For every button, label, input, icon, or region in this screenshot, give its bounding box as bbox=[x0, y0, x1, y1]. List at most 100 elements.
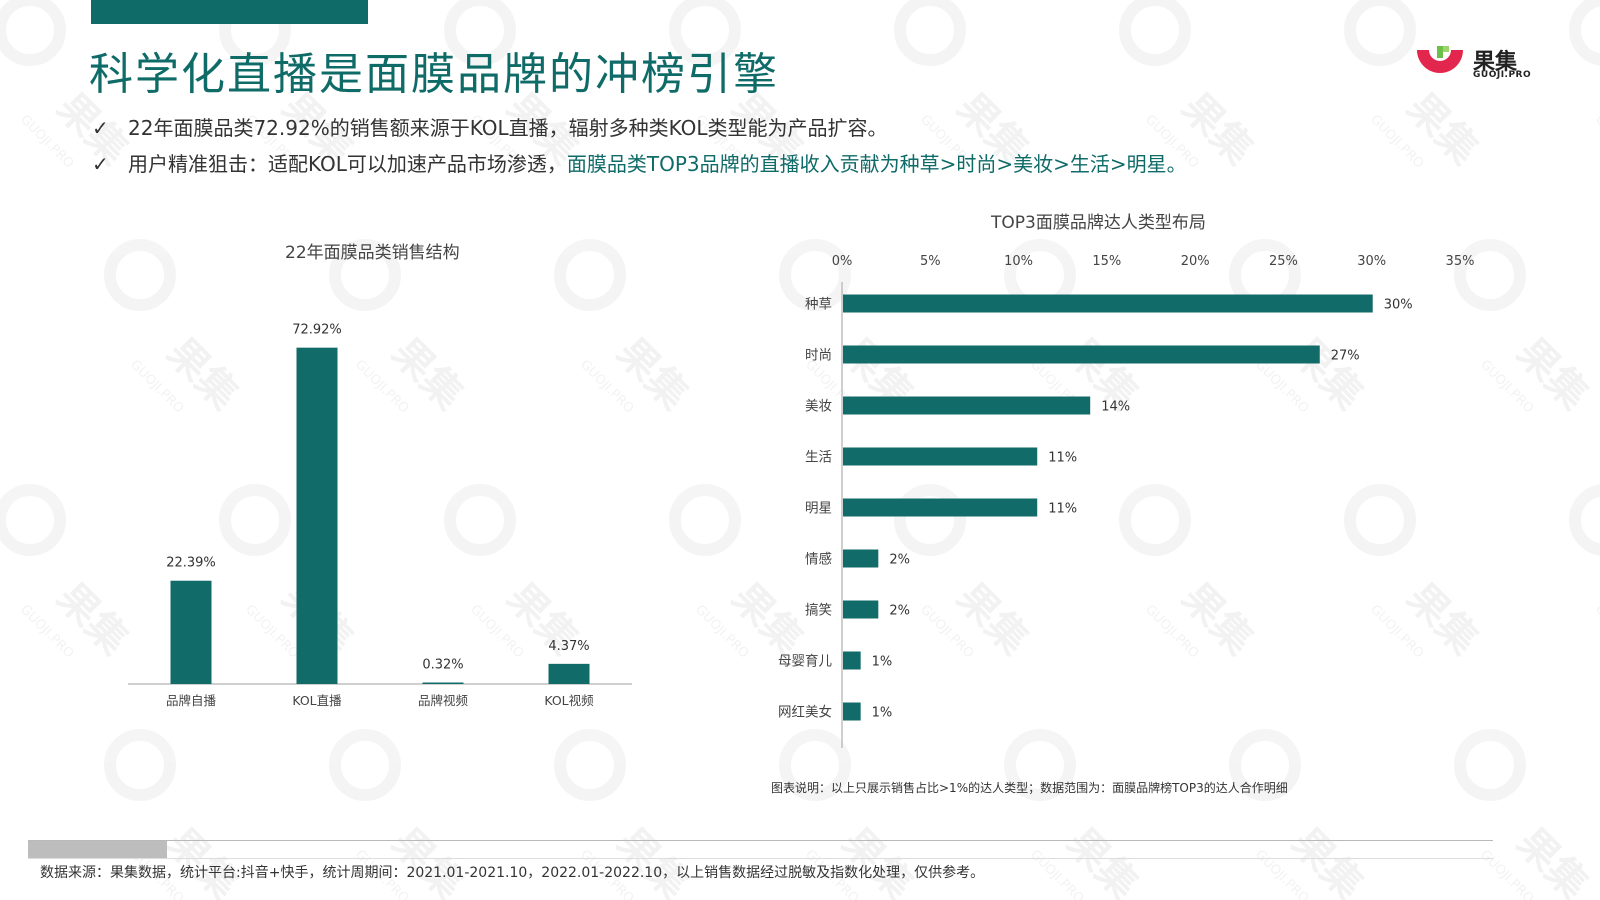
x-tick-label: 5% bbox=[920, 254, 941, 269]
x-tick-label: 25% bbox=[1269, 254, 1298, 269]
check-icon: ✓ bbox=[92, 152, 109, 176]
watermark-icon bbox=[1569, 0, 1600, 66]
watermark-sub: GUOJI.PRO bbox=[1252, 847, 1311, 900]
category-label: KOL直播 bbox=[292, 693, 342, 708]
category-label: 时尚 bbox=[805, 348, 832, 364]
category-label: 明星 bbox=[805, 501, 832, 517]
watermark-sub: GUOJI.PRO bbox=[17, 602, 76, 661]
footer-divider bbox=[28, 840, 1493, 841]
watermark-icon bbox=[894, 0, 966, 66]
footer-divider-lower bbox=[28, 858, 1493, 859]
category-label: KOL视频 bbox=[544, 693, 594, 708]
logo-brand-text: 果集 bbox=[1473, 50, 1518, 75]
watermark-text: 果集 bbox=[1283, 820, 1372, 900]
key-points: ✓ 22年面膜品类72.92%的销售额来源于KOL直播，辐射多种类KOL类型能为产… bbox=[92, 110, 1187, 182]
footer-accent-block bbox=[28, 841, 167, 858]
bullet-2: ✓ 用户精准狙击：适配KOL可以加速产品市场渗透，面膜品类TOP3品牌的直播收入贡… bbox=[92, 146, 1187, 182]
category-label: 美妆 bbox=[805, 399, 832, 415]
data-label: 4.37% bbox=[548, 639, 589, 654]
data-label: 11% bbox=[1048, 451, 1077, 466]
check-icon: ✓ bbox=[92, 116, 109, 140]
bullet-1-text: 22年面膜品类72.92%的销售额来源于KOL直播，辐射多种类KOL类型能为产品… bbox=[128, 116, 888, 140]
bar bbox=[170, 580, 212, 684]
category-label: 品牌自播 bbox=[166, 693, 217, 708]
data-label: 30% bbox=[1384, 298, 1413, 313]
data-label: 14% bbox=[1101, 400, 1130, 415]
watermark-icon bbox=[0, 484, 66, 556]
category-label: 情感 bbox=[805, 551, 832, 568]
bar bbox=[843, 600, 879, 619]
x-tick-label: 35% bbox=[1446, 254, 1475, 269]
x-tick-label: 20% bbox=[1181, 254, 1210, 269]
watermark-sub: GUOJI.PRO bbox=[1592, 112, 1600, 171]
data-label: 2% bbox=[889, 553, 910, 568]
bullet-1: ✓ 22年面膜品类72.92%的销售额来源于KOL直播，辐射多种类KOL类型能为产… bbox=[92, 110, 1187, 146]
bullet-2-text: 用户精准狙击：适配KOL可以加速产品市场渗透， bbox=[128, 152, 567, 176]
page-title: 科学化直播是面膜品牌的冲榜引擎 bbox=[89, 49, 779, 100]
x-tick-label: 0% bbox=[832, 254, 853, 269]
brand-logo: 果集 GUOJI.PRO bbox=[1413, 44, 1543, 88]
data-label: 1% bbox=[872, 655, 893, 670]
watermark-icon bbox=[0, 0, 66, 66]
watermark-text: 果集 bbox=[383, 820, 472, 900]
watermark-icon bbox=[1344, 0, 1416, 66]
watermark-icon bbox=[104, 729, 176, 801]
watermark-text: 果集 bbox=[1398, 85, 1487, 174]
bar bbox=[843, 294, 1373, 313]
watermark-text: 果集 bbox=[608, 820, 697, 900]
category-label: 生活 bbox=[805, 450, 832, 466]
bar bbox=[422, 682, 464, 684]
category-label: 搞笑 bbox=[805, 603, 832, 619]
x-tick-label: 10% bbox=[1004, 254, 1033, 269]
category-label: 种草 bbox=[805, 297, 832, 313]
watermark-sub: GUOJI.PRO bbox=[1477, 847, 1536, 900]
data-label: 1% bbox=[872, 706, 893, 721]
bar bbox=[843, 702, 861, 721]
watermark-text: 果集 bbox=[1508, 820, 1597, 900]
bar bbox=[843, 651, 861, 670]
kol-type-chart: 0% 5% 10% 15% 20% 25% 30% 35% 30% 种草 27% 时尚 14% 美妆 11%… bbox=[778, 254, 1475, 748]
logo-icon bbox=[1417, 46, 1463, 73]
watermark-text: 果集 bbox=[158, 820, 247, 900]
watermark-sub: GUOJI.PRO bbox=[1027, 847, 1086, 900]
watermark-sub: GUOJI.PRO bbox=[1592, 602, 1600, 661]
bar bbox=[843, 549, 879, 568]
watermark-icon bbox=[554, 729, 626, 801]
data-label: 2% bbox=[889, 604, 910, 619]
data-label: 27% bbox=[1331, 349, 1360, 364]
sales-structure-chart: 22.39% 品牌自播 72.92% KOL直播 0.32% 品牌视频 4.37% KOL视频 bbox=[128, 323, 632, 708]
watermark-sub: GUOJI.PRO bbox=[692, 602, 751, 661]
data-label: 0.32% bbox=[422, 658, 463, 673]
chart-note: 图表说明：以上只展示销售占比>1%的达人类型；数据范围为：面膜品牌榜TOP3的达… bbox=[771, 781, 1288, 795]
watermark-sub: GUOJI.PRO bbox=[1367, 112, 1426, 171]
data-label: 72.92% bbox=[292, 323, 342, 338]
top-accent-bar bbox=[91, 0, 368, 24]
watermark-text: 果集 bbox=[1058, 820, 1147, 900]
bar bbox=[296, 347, 338, 684]
category-label: 母婴育儿 bbox=[778, 654, 832, 670]
data-label: 11% bbox=[1048, 502, 1077, 517]
watermark-icon bbox=[669, 484, 741, 556]
data-source-note: 数据来源：果集数据，统计平台:抖音+快手，统计周期间：2021.01-2021.… bbox=[40, 865, 985, 881]
sales-structure-chart-title: 22年面膜品类销售结构 bbox=[285, 243, 460, 263]
watermark-sub: GUOJI.PRO bbox=[1477, 357, 1536, 416]
bar bbox=[548, 663, 590, 684]
bar bbox=[843, 498, 1038, 517]
watermark-sub: GUOJI.PRO bbox=[17, 112, 76, 171]
bar bbox=[843, 396, 1091, 415]
category-label: 网红美女 bbox=[778, 704, 832, 721]
watermark-icon bbox=[1119, 0, 1191, 66]
category-label: 品牌视频 bbox=[418, 693, 469, 708]
data-label: 22.39% bbox=[166, 556, 216, 571]
watermark-text: 果集 bbox=[833, 820, 922, 900]
bullet-2-highlight: 面膜品类TOP3品牌的直播收入贡献为种草>时尚>美妆>生活>明星。 bbox=[566, 152, 1187, 176]
watermark-icon bbox=[1569, 484, 1600, 556]
logo-sub-text: GUOJI.PRO bbox=[1473, 70, 1532, 80]
